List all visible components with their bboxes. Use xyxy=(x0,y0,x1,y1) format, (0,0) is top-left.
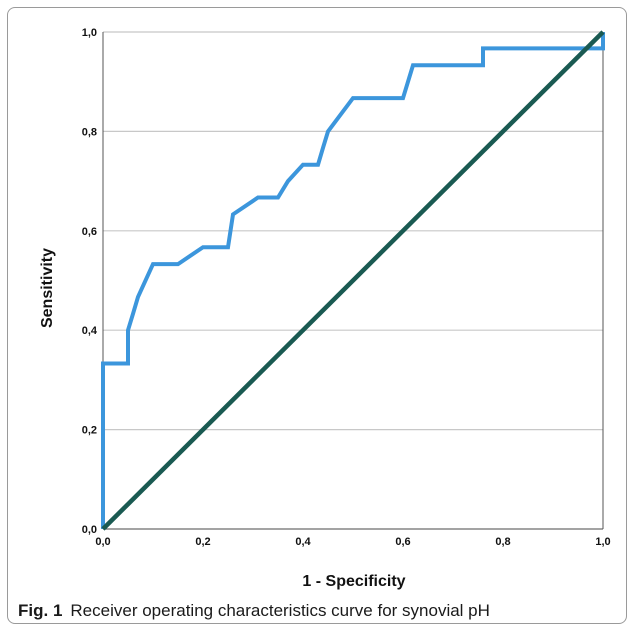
roc-chart: 0,0 0,2 0,4 0,6 0,8 1,0 0,0 0,2 0,4 0,6 0,8 1,0 1 -… xyxy=(39,27,611,590)
x-axis-title: 1 - Specificity xyxy=(302,573,405,590)
y-axis-title: Sensitivity xyxy=(39,248,56,328)
tick-layer: 0,0 0,2 0,4 0,6 0,8 1,0 0,0 0,2 0,4 0,6 0,8 1,0 xyxy=(82,27,611,548)
grid-layer xyxy=(102,31,604,530)
y-tick-label-4: 0,8 xyxy=(82,126,97,138)
x-tick-label-4: 0,8 xyxy=(495,536,510,548)
figure-frame: 0,0 0,2 0,4 0,6 0,8 1,0 0,0 0,2 0,4 0,6 0,8 1,0 1 -… xyxy=(7,7,627,624)
x-tick-label-2: 0,4 xyxy=(295,536,311,548)
x-tick-label-3: 0,6 xyxy=(395,536,410,548)
x-tick-label-1: 0,2 xyxy=(195,536,210,548)
series-layer xyxy=(101,30,605,531)
figure-label: Fig. 1 xyxy=(18,601,63,620)
y-tick-label-1: 0,2 xyxy=(82,425,97,437)
y-tick-label-5: 1,0 xyxy=(82,27,97,39)
x-tick-label-0: 0,0 xyxy=(95,536,110,548)
figure-caption-text: Receiver operating characteristics curve… xyxy=(70,601,490,620)
x-tick-label-5: 1,0 xyxy=(595,536,610,548)
roc-curve-line xyxy=(101,32,605,529)
y-tick-label-2: 0,4 xyxy=(82,325,98,337)
y-tick-label-0: 0,0 xyxy=(82,524,97,536)
y-tick-label-3: 0,6 xyxy=(82,226,97,238)
figure-caption: Fig. 1 Receiver operating characteristics… xyxy=(18,601,490,621)
reference-diagonal-line xyxy=(101,30,605,531)
